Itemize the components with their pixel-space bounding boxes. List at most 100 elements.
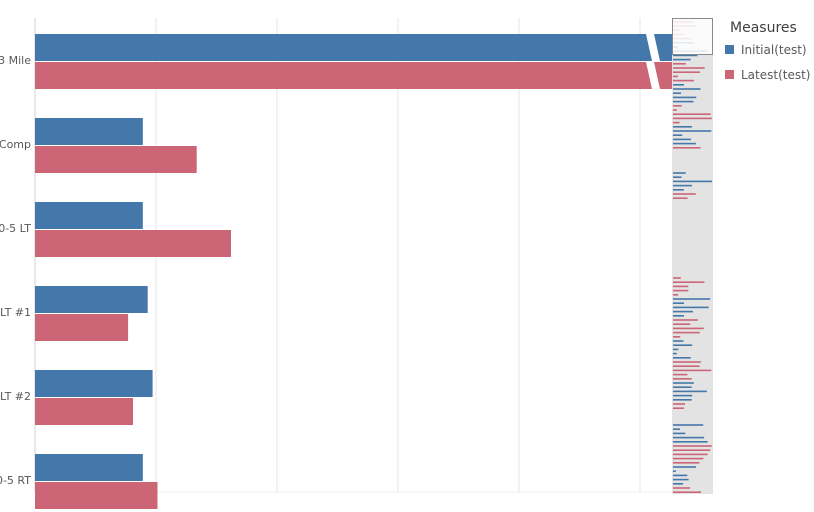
minimap-bar [673, 147, 701, 149]
bar-3-mile-1[interactable] [35, 62, 672, 89]
minimap-bar [673, 453, 708, 456]
minimap-bar [673, 369, 712, 372]
minimap-bar [673, 281, 705, 283]
minimap-bar [673, 285, 689, 288]
minimap-bar [673, 67, 705, 69]
minimap-bar [673, 390, 707, 393]
minimap-bar [673, 193, 696, 195]
minimap-bar [673, 184, 692, 187]
minimap-bar [673, 323, 691, 325]
category-label: Comp [0, 138, 31, 151]
minimap-bar [673, 344, 693, 346]
minimap-bar [673, 487, 690, 489]
bars-group [35, 34, 672, 509]
minimap-bar [673, 294, 679, 296]
minimap-bar [673, 474, 688, 477]
minimap-bar [673, 348, 679, 351]
axis-break-mark-0 [646, 34, 660, 61]
minimap-bar [673, 54, 698, 57]
minimap-bar [673, 315, 684, 317]
bar-lt-1-0[interactable] [35, 286, 148, 313]
minimap-bar [673, 172, 686, 174]
minimap-bar [673, 75, 678, 78]
minimap-bar [673, 491, 702, 493]
scrollbar-minimap[interactable] [672, 18, 713, 494]
minimap-bar [673, 331, 700, 334]
minimap-bar [673, 403, 686, 405]
bar-3-mile-0[interactable] [35, 34, 672, 61]
category-label: LT #2 [0, 390, 31, 403]
category-label: 0-5 RT [0, 474, 31, 487]
axis-break-mark-1 [646, 62, 660, 89]
bar-lt-1-1[interactable] [35, 314, 129, 341]
minimap-bar [673, 462, 700, 464]
minimap-bar [673, 445, 712, 447]
minimap-bar [673, 424, 704, 426]
minimap-bar [673, 58, 691, 61]
minimap-bar [673, 386, 692, 388]
minimap-bar [673, 340, 684, 342]
minimap-bar [673, 373, 688, 376]
minimap-bar [673, 138, 691, 141]
minimap-bar [673, 79, 694, 82]
minimap-bar [673, 378, 692, 380]
category-label: LT #1 [0, 306, 31, 319]
minimap-bar [673, 197, 688, 199]
minimap-bar [673, 180, 712, 183]
minimap-bar [673, 96, 697, 99]
bar-comp-0[interactable] [35, 118, 143, 145]
minimap-bar [673, 289, 689, 292]
minimap-bar [673, 109, 677, 111]
minimap-bar [673, 319, 698, 321]
minimap-bar [673, 302, 685, 304]
bar-lt-2-0[interactable] [35, 370, 153, 397]
scrollbar-thumb[interactable] [672, 18, 713, 55]
minimap-bar [673, 478, 689, 481]
bar-0-5-rt-0[interactable] [35, 454, 143, 481]
legend-title: Measures [730, 20, 797, 36]
minimap-bar [673, 466, 697, 468]
minimap-bar [673, 436, 705, 439]
legend-swatch-1 [725, 70, 734, 79]
minimap-bar [673, 483, 684, 485]
category-labels: 3 Mile Comp 0-5 LT LT #1 LT #2 0-5 RT [0, 54, 31, 487]
minimap-bar [673, 126, 692, 128]
minimap-bar [673, 130, 712, 132]
minimap-bar [673, 117, 712, 120]
minimap-bar [673, 361, 701, 363]
minimap-bar [673, 63, 686, 65]
minimap-bar [673, 71, 700, 73]
minimap-bar [673, 306, 709, 309]
bar-0-5-lt-0[interactable] [35, 202, 143, 229]
minimap-bar [673, 310, 693, 313]
minimap-bar [673, 357, 691, 359]
legend-item-0[interactable]: Initial(test) [741, 43, 807, 57]
bar-comp-1[interactable] [35, 146, 197, 173]
minimap-bar [673, 394, 693, 397]
legend-item-1[interactable]: Latest(test) [741, 68, 811, 82]
category-label: 0-5 LT [0, 222, 31, 235]
minimap-bar [673, 176, 682, 178]
minimap-bar [673, 457, 704, 460]
minimap-bar [673, 428, 681, 430]
minimap-bar [673, 470, 676, 472]
minimap-bar [673, 113, 711, 115]
legend: Measures Initial(test) Latest(test) [725, 20, 811, 82]
legend-swatch-0 [725, 45, 734, 54]
bar-0-5-lt-1[interactable] [35, 230, 231, 257]
minimap-bar [673, 100, 694, 103]
minimap-bar [673, 134, 683, 136]
category-label: 3 Mile [0, 54, 31, 67]
minimap-bar [673, 121, 680, 124]
bar-0-5-rt-1[interactable] [35, 482, 158, 509]
minimap-bar [673, 142, 696, 145]
minimap-bar [673, 84, 684, 86]
minimap-bar [673, 189, 684, 191]
minimap-bar [673, 441, 708, 443]
bar-lt-2-1[interactable] [35, 398, 133, 425]
minimap-bar [673, 327, 704, 330]
minimap-bar [673, 105, 682, 107]
minimap-bar [673, 399, 692, 401]
minimap-bar [673, 352, 677, 355]
